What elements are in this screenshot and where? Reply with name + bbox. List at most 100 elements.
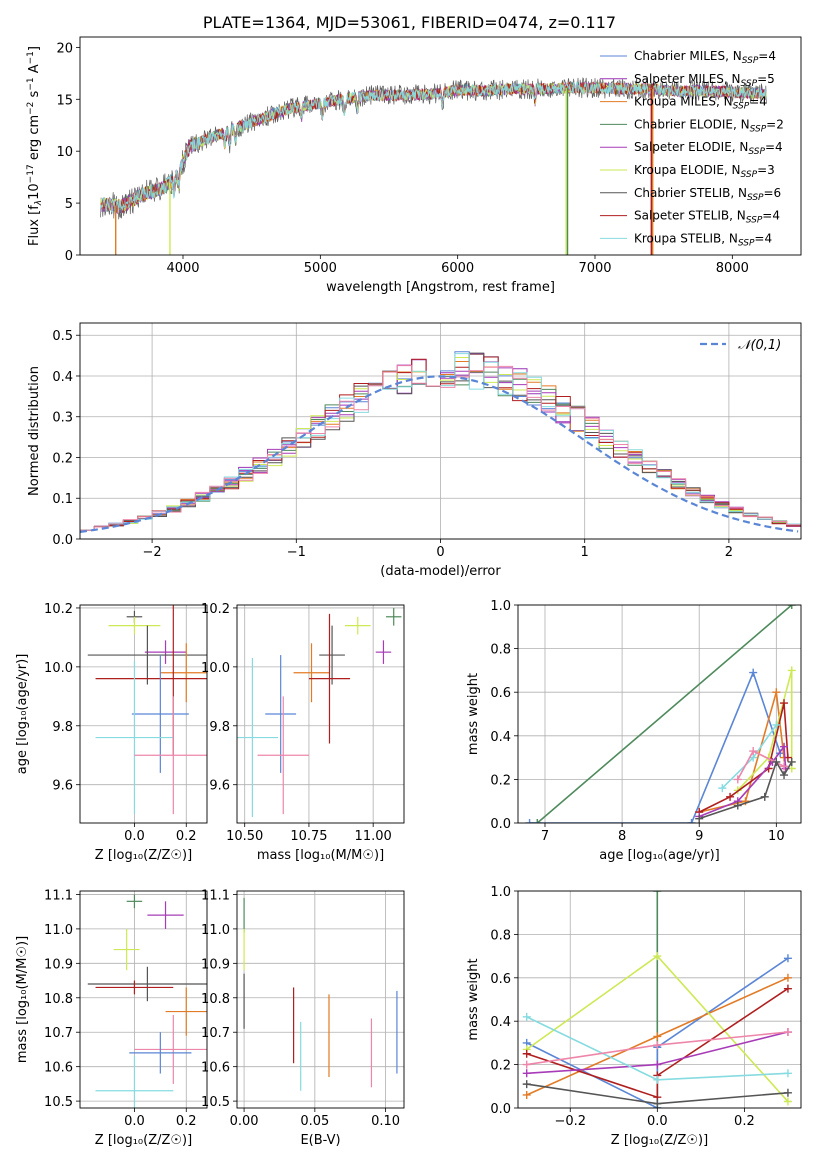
plot-area <box>100 77 767 255</box>
y-tick-label: 10.5 <box>201 1095 230 1110</box>
x-tick-label: 2 <box>725 545 733 560</box>
weight-marker <box>783 1088 792 1097</box>
y-tick-label: 5 <box>65 197 73 212</box>
legend-count: =4 <box>749 95 767 109</box>
weight-marker <box>783 1097 792 1106</box>
panel-residuals: −2 −1 0 1 2 0.0 0.1 0.2 0.3 0.4 0.5 (data-model)/er… <box>27 322 802 579</box>
panel-mass-vs-Z: 0.0 0.2 10.5 10.6 10.7 10.8 10.9 11.0 11.1 Z [log… <box>15 888 208 1148</box>
x-tick-label: 1 <box>581 545 589 560</box>
plot-area <box>87 605 207 815</box>
weight-marker <box>653 1075 662 1084</box>
errorbar-point <box>87 966 207 1002</box>
axes-frame <box>79 890 208 1109</box>
axes-frame <box>79 604 208 824</box>
legend-name: Kroupa STELIB, N <box>634 231 738 245</box>
errorbar-point <box>126 894 143 909</box>
legend-name: Salpeter ELODIE, N <box>634 140 748 154</box>
x-tick-label: 0.2 <box>734 1114 755 1129</box>
y-tick-label: 11.0 <box>201 923 230 938</box>
y-tick-label: 15 <box>56 93 73 108</box>
axes-frame <box>236 890 405 1109</box>
legend-sub: SSP <box>746 216 763 226</box>
x-tick-label: 0.2 <box>176 1114 197 1129</box>
y-axis-label-part: −2 <box>26 102 36 115</box>
y-tick-label: 1.0 <box>490 599 511 614</box>
legend-count: =4 <box>765 140 783 154</box>
axes-frame <box>79 36 802 256</box>
weight-marker <box>653 891 662 895</box>
weight-series <box>698 760 793 820</box>
y-tick-label: 0.4 <box>52 370 73 385</box>
y-tick-label: 10 <box>56 145 73 160</box>
errorbar-point <box>386 607 402 626</box>
y-axis-label-part: −1 <box>26 77 36 90</box>
y-tick-label: 1.0 <box>490 885 511 900</box>
x-tick-label: 0.00 <box>230 1114 259 1129</box>
y-tick-label: 0.4 <box>490 730 511 745</box>
legend-label: Salpeter MILES, NSSP=5 <box>634 72 775 89</box>
y-tick-label: 10.7 <box>44 1026 73 1041</box>
weight-marker <box>780 762 789 771</box>
x-tick-label: 0.0 <box>647 1114 668 1129</box>
panel-massweight-vs-Z: −0.2 0.0 0.2 0.0 0.2 0.4 0.6 0.8 1.0 Z [log₁₀(Z/Z… <box>466 885 802 1148</box>
weight-marker <box>780 771 789 780</box>
y-axis-label-part: Flux [f <box>27 205 42 246</box>
legend-count: =4 <box>758 49 776 63</box>
weight-marker <box>733 801 742 810</box>
legend-label: Chabrier STELIB, NSSP=6 <box>634 186 781 203</box>
weight-marker <box>522 1060 531 1069</box>
y-axis-label: Flux [fλ10−17 erg cm−2 s−1 A−1] <box>26 46 44 246</box>
weight-marker <box>749 747 758 756</box>
legend-sub: SSP <box>741 170 758 180</box>
errorbar-point <box>108 616 161 635</box>
x-tick-label: 10 <box>768 829 785 844</box>
weight-marker <box>760 792 769 801</box>
weight-marker <box>522 1012 531 1021</box>
x-tick-label: −2 <box>143 545 162 560</box>
y-tick-label: 0.1 <box>52 492 73 507</box>
y-tick-label: 0.0 <box>490 1102 511 1117</box>
weight-series <box>526 987 789 1099</box>
weight-marker <box>783 973 792 982</box>
legend-sub: SSP <box>733 102 750 112</box>
x-axis-label: mass [log₁₀(M/M☉)] <box>257 848 384 863</box>
errorbar-point <box>319 625 345 685</box>
x-tick-label: 8000 <box>716 261 749 276</box>
weight-marker <box>533 819 542 823</box>
y-axis-label-part: λ <box>34 200 44 206</box>
errorbar-point <box>237 658 279 818</box>
weight-marker <box>522 1090 531 1099</box>
legend-label: Chabrier MILES, NSSP=4 <box>634 49 776 66</box>
legend-sub: SSP <box>741 79 758 89</box>
errorbar-point <box>344 616 371 635</box>
y-tick-label: 11.0 <box>44 923 73 938</box>
y-tick-label: 0.6 <box>490 686 511 701</box>
y-tick-label: 0.0 <box>490 817 511 832</box>
y-tick-label: 10.9 <box>44 957 73 972</box>
y-axis-label-part: 10 <box>27 183 42 200</box>
y-tick-label: 10.0 <box>201 661 230 676</box>
y-tick-label: 10.5 <box>44 1095 73 1110</box>
errorbar-point <box>375 640 392 664</box>
weight-marker <box>783 1069 792 1078</box>
errorbar-point <box>95 1056 174 1108</box>
weight-marker <box>783 954 792 963</box>
y-tick-label: 10.7 <box>201 1026 230 1041</box>
weight-marker <box>653 1060 662 1069</box>
x-tick-label: 0 <box>436 545 444 560</box>
weight-marker <box>749 668 758 677</box>
legend-label: Chabrier ELODIE, NSSP=2 <box>634 117 784 134</box>
y-tick-label: 10.8 <box>44 992 73 1007</box>
y-tick-label: 10.0 <box>44 661 73 676</box>
weight-marker <box>783 1028 792 1037</box>
legend-label: Kroupa MILES, NSSP=4 <box>634 95 767 112</box>
x-tick-label: 11.00 <box>355 829 392 844</box>
y-tick-label: 0.8 <box>490 643 511 658</box>
y-tick-label: 9.8 <box>52 720 73 735</box>
y-tick-label: 11.1 <box>201 888 230 903</box>
y-tick-label: 0.2 <box>490 773 511 788</box>
y-axis-label-part: −17 <box>26 164 36 183</box>
errorbar-point <box>95 980 174 995</box>
weight-marker <box>653 1032 662 1041</box>
legend-count: =5 <box>757 72 775 86</box>
